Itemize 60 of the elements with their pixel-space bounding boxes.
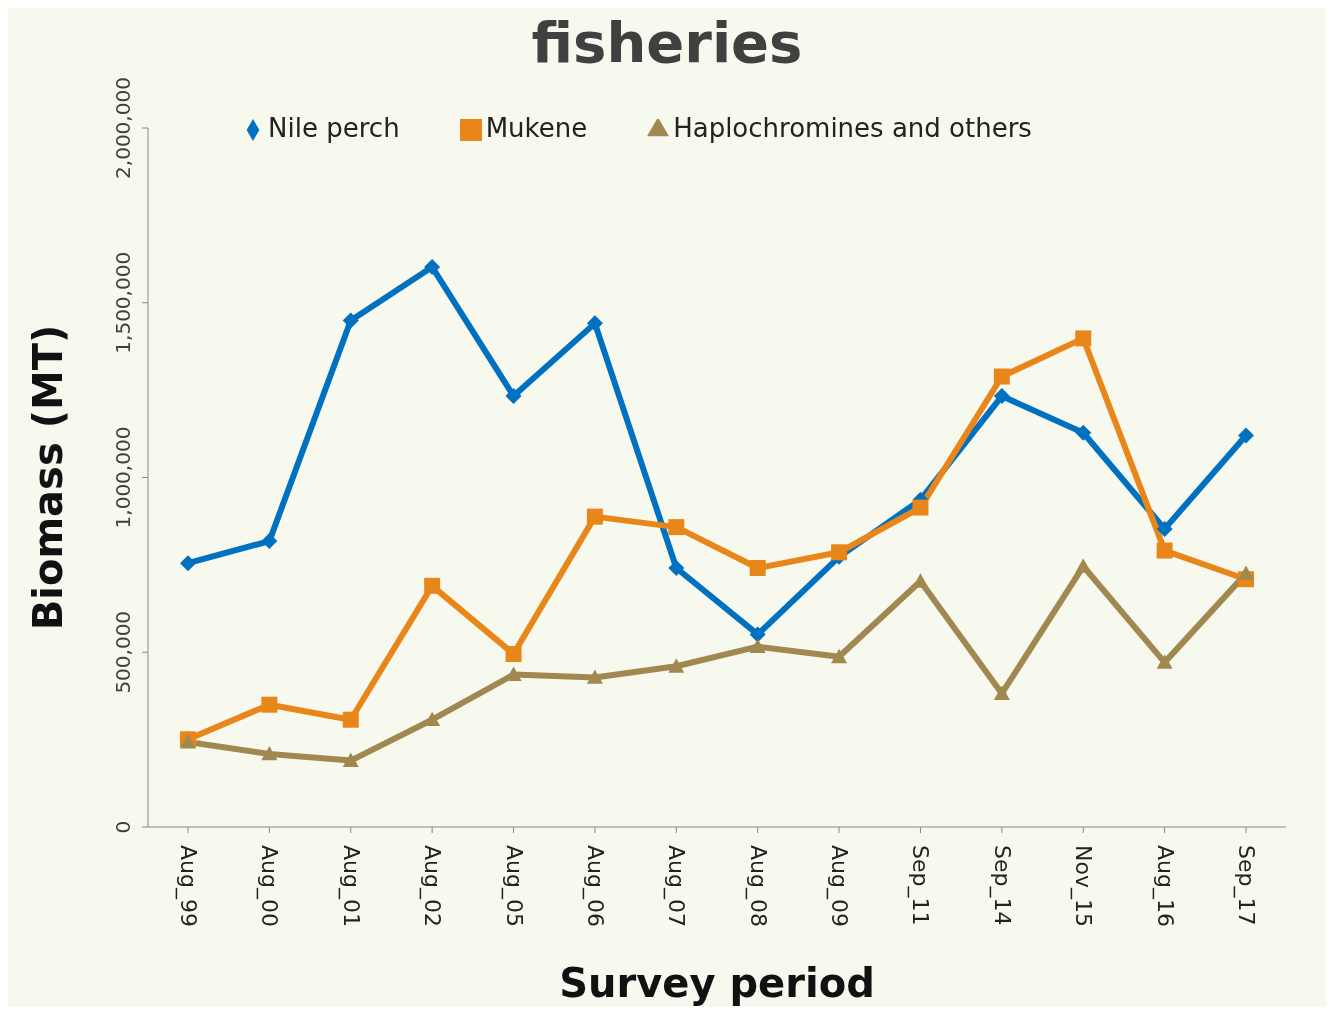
x-tick-label: Sep_17 bbox=[1233, 845, 1259, 926]
x-tick-label: Aug_00 bbox=[256, 845, 283, 927]
point bbox=[912, 499, 929, 516]
point bbox=[831, 648, 848, 664]
y-tick-label: 0 bbox=[111, 820, 135, 834]
point bbox=[1156, 654, 1173, 669]
x-tick-label: Aug_05 bbox=[500, 845, 527, 927]
y-tick-label: 2,000,000 bbox=[111, 77, 135, 179]
x-tick-label: Aug_02 bbox=[419, 845, 446, 927]
point bbox=[831, 544, 848, 561]
legend-label: Nile perch bbox=[268, 113, 400, 143]
point bbox=[505, 388, 522, 405]
x-tick-label: Nov_15 bbox=[1070, 845, 1097, 927]
point bbox=[586, 508, 603, 525]
point bbox=[993, 388, 1010, 405]
x-tick-label: Aug_09 bbox=[826, 845, 853, 927]
point bbox=[505, 646, 522, 662]
point bbox=[424, 577, 441, 594]
point bbox=[1075, 558, 1092, 573]
x-tick-label: Aug_16 bbox=[1151, 845, 1178, 927]
chart-title: fisheries bbox=[530, 9, 804, 77]
point bbox=[668, 519, 685, 536]
x-tick-label: Aug_08 bbox=[744, 845, 771, 927]
x-tick-label: Aug_99 bbox=[175, 845, 201, 927]
legend-label: Haplochromines and others bbox=[673, 113, 1032, 143]
y-tick-label: 1,000,000 bbox=[111, 426, 135, 529]
x-tick-label: Aug_07 bbox=[663, 845, 690, 927]
point bbox=[1075, 330, 1092, 347]
point bbox=[342, 711, 359, 728]
x-tick-label: Sep_11 bbox=[907, 845, 934, 926]
point bbox=[586, 315, 603, 332]
y-tick-label: 1,500,000 bbox=[111, 251, 135, 354]
point bbox=[668, 560, 685, 577]
point bbox=[668, 658, 685, 673]
point bbox=[993, 368, 1010, 385]
point bbox=[749, 626, 766, 643]
point bbox=[342, 752, 359, 767]
y-axis-title: Biomass (MT) bbox=[25, 324, 72, 631]
point bbox=[1238, 427, 1254, 444]
point bbox=[1238, 565, 1254, 581]
point bbox=[261, 696, 278, 713]
point bbox=[749, 560, 766, 577]
point bbox=[1156, 520, 1173, 537]
point bbox=[180, 555, 196, 572]
x-tick-label: Aug_06 bbox=[581, 845, 608, 927]
point bbox=[261, 745, 278, 761]
point bbox=[342, 312, 359, 329]
point bbox=[586, 669, 603, 684]
legend-label: Mukene bbox=[485, 113, 588, 143]
point bbox=[1156, 542, 1173, 559]
y-tick-label: 500,000 bbox=[111, 610, 135, 694]
point bbox=[424, 259, 441, 276]
x-axis-title: Survey period bbox=[559, 960, 875, 1006]
point bbox=[261, 533, 278, 550]
point bbox=[1075, 424, 1092, 441]
point bbox=[993, 685, 1010, 700]
x-tick-label: Sep_14 bbox=[988, 845, 1015, 926]
point bbox=[424, 711, 441, 727]
point bbox=[749, 638, 766, 654]
x-tick-label: Aug_01 bbox=[337, 845, 364, 927]
